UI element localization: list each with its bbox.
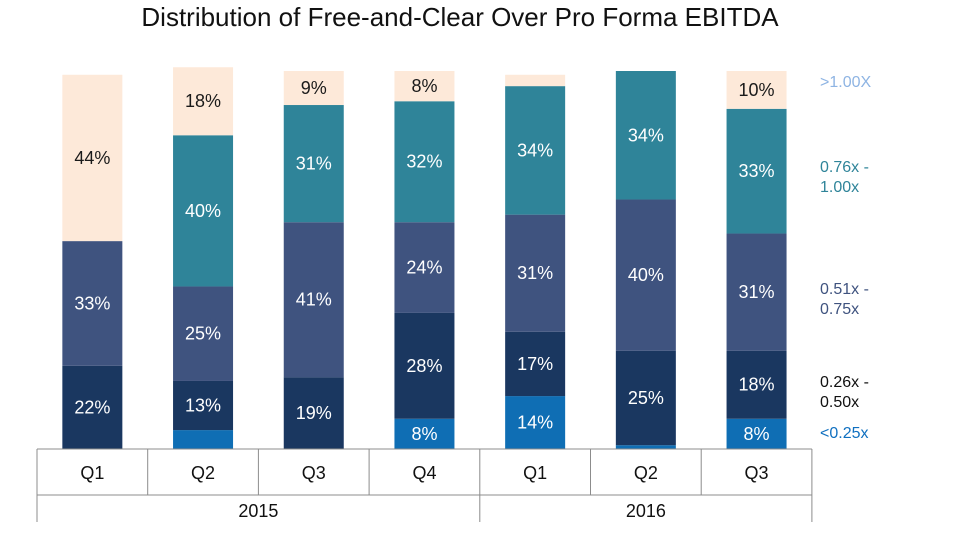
bar-segment-2-1 [62, 365, 123, 449]
data-label-2-4: 28% [406, 356, 442, 376]
bar-segment-2-7 [726, 350, 787, 419]
bar-segment-4-2 [173, 135, 234, 287]
bar-segment-3-5 [505, 214, 566, 332]
bar-segment-1-5 [505, 396, 566, 449]
data-label-4-6: 34% [628, 125, 664, 145]
x-tick-label-3: Q3 [302, 463, 326, 483]
bar-segment-5-2 [173, 67, 234, 136]
data-label-3-7: 31% [739, 282, 775, 302]
bar-segment-4-6 [615, 71, 676, 200]
data-label-3-1: 33% [74, 293, 110, 313]
x-tick-label-2: Q2 [191, 463, 215, 483]
data-label-1-4: 8% [411, 424, 437, 444]
bar-segment-3-7 [726, 233, 787, 351]
chart-title: Distribution of Free-and-Clear Over Pro … [141, 2, 779, 32]
data-label-4-3: 31% [296, 154, 332, 174]
bar-segment-3-6 [615, 199, 676, 351]
data-label-2-6: 25% [628, 388, 664, 408]
bar-segment-1-2 [173, 430, 234, 449]
bar-segment-5-5 [505, 74, 566, 87]
legend-label-5: <0.25x [820, 425, 868, 442]
legend-label-3: 0.51x -0.75x [820, 281, 869, 318]
bar-segment-4-3 [283, 105, 344, 223]
data-label-2-1: 22% [74, 397, 110, 417]
data-label-4-5: 34% [517, 140, 553, 160]
bar-segment-4-7 [726, 108, 787, 234]
group-label-1: 2015 [238, 501, 278, 521]
data-label-4-2: 40% [185, 201, 221, 221]
data-label-2-5: 17% [517, 354, 553, 374]
data-label-3-3: 41% [296, 290, 332, 310]
bar-segment-1-4 [394, 418, 455, 449]
bar-segment-1-7 [726, 418, 787, 449]
x-tick-label-1: Q1 [80, 463, 104, 483]
group-label-2: 2016 [626, 501, 666, 521]
bar-segment-3-4 [394, 222, 455, 313]
bar-segment-5-3 [283, 71, 344, 106]
data-label-1-7: 8% [744, 424, 770, 444]
bar-segment-2-4 [394, 312, 455, 419]
x-tick-label-5: Q1 [523, 463, 547, 483]
data-label-3-2: 25% [185, 324, 221, 344]
data-label-3-5: 31% [517, 263, 553, 283]
bar-segment-5-7 [726, 71, 787, 109]
x-tick-label-6: Q2 [634, 463, 658, 483]
data-label-2-7: 18% [739, 375, 775, 395]
data-label-3-4: 24% [406, 258, 442, 278]
legend-label-1: >1.00X [820, 74, 871, 91]
data-label-5-7: 10% [739, 80, 775, 100]
data-label-5-2: 18% [185, 91, 221, 111]
data-label-5-4: 8% [411, 76, 437, 96]
bar-segment-1-6 [615, 445, 676, 449]
bar-segment-5-1 [62, 74, 123, 242]
bar-segment-4-5 [505, 86, 566, 215]
bar-segment-3-1 [62, 241, 123, 366]
x-tick-label-7: Q3 [745, 463, 769, 483]
bar-segment-2-5 [505, 331, 566, 397]
bar-segment-5-4 [394, 71, 455, 102]
data-label-2-3: 19% [296, 403, 332, 423]
legend-label-4: 0.26x -0.50x [820, 374, 869, 411]
data-label-2-2: 13% [185, 396, 221, 416]
bar-segment-2-2 [173, 380, 234, 431]
bar-segment-2-6 [615, 350, 676, 446]
data-label-4-7: 33% [739, 161, 775, 181]
bar-segment-3-2 [173, 286, 234, 381]
bar-segment-3-3 [283, 222, 344, 378]
data-label-1-5: 14% [517, 413, 553, 433]
legend-label-2: 0.76x -1.00x [820, 159, 869, 196]
data-label-3-6: 40% [628, 265, 664, 285]
x-tick-label-4: Q4 [412, 463, 436, 483]
bar-segment-2-3 [283, 377, 344, 449]
data-label-5-1: 44% [74, 148, 110, 168]
data-label-5-3: 9% [301, 78, 327, 98]
bar-segment-4-4 [394, 101, 455, 223]
data-label-4-4: 32% [406, 152, 442, 172]
